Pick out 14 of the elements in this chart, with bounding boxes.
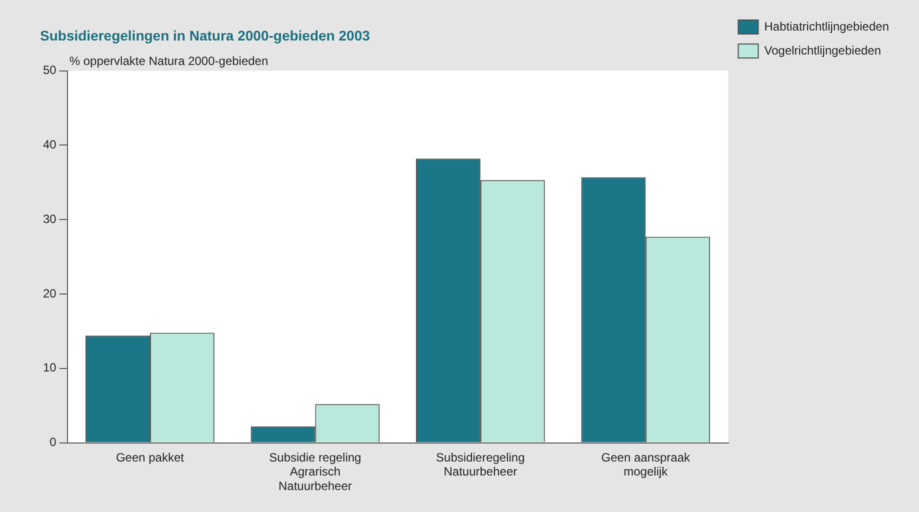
y-axis-title: % oppervlakte Natura 2000-gebieden (69, 54, 268, 68)
chart-title: Subsidieregelingen in Natura 2000-gebieden 2003 (40, 27, 370, 44)
y-tick-label: 0 (50, 435, 57, 450)
y-tick-label: 40 (42, 138, 57, 152)
y-tick-label: 20 (42, 286, 57, 300)
y-tick-label: 50 (42, 63, 57, 78)
x-tick-label: Subsidieregeling Natuurbeheer (436, 450, 525, 479)
legend-label: Habtiatrichtlijngebieden (764, 19, 890, 34)
x-tick-label: Subsidie regeling Agrarisch Natuurbeheer (269, 450, 362, 494)
y-tick-label: 10 (42, 360, 57, 375)
x-tick-label: Geen pakket (116, 450, 185, 464)
legend-label: Vogelrichtlijngebieden (764, 43, 882, 58)
x-tick-label: Geen aanspraak mogelijk (601, 450, 691, 479)
y-tick-label: 30 (42, 212, 57, 226)
